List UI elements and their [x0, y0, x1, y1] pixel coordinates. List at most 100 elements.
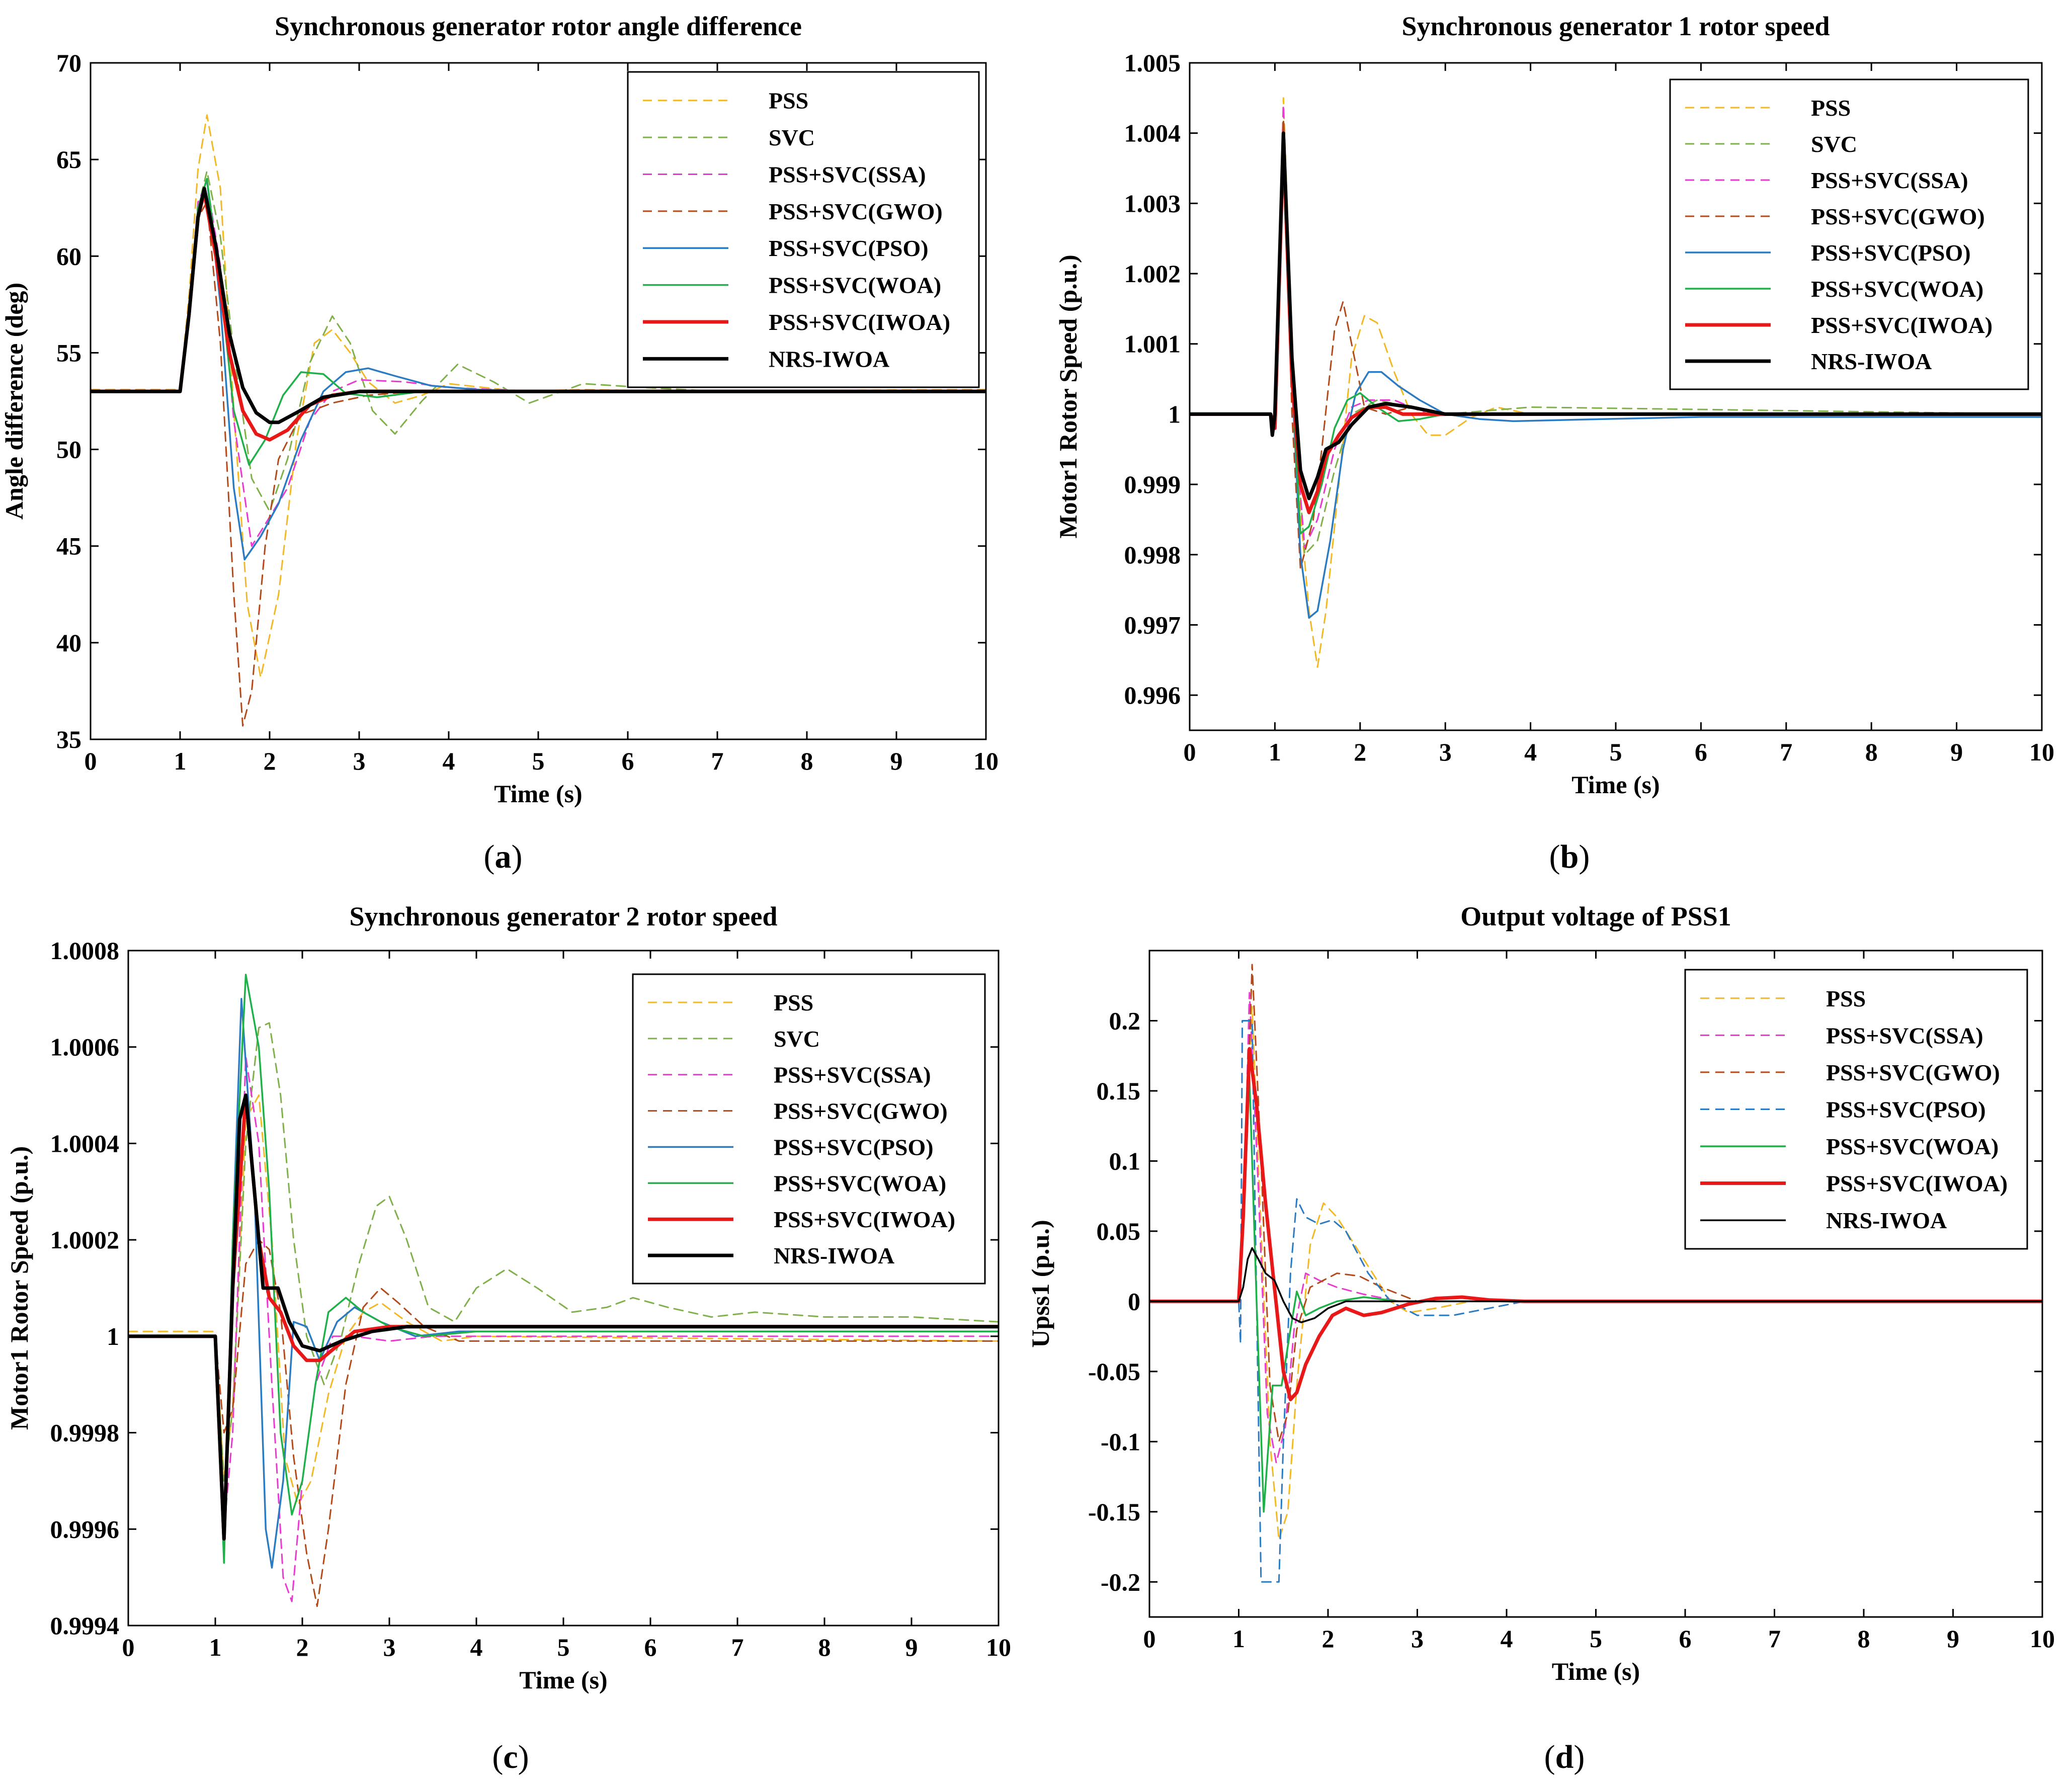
legend: PSS SVC PSS+SVC(SSA) PSS+SVC(GWO) PSS+SVC(PS…	[632, 973, 986, 1285]
x-tick-label: 7	[1768, 1625, 1781, 1653]
legend-label: PSS+SVC(SSA)	[1811, 167, 1968, 193]
y-tick-label: 0.9998	[50, 1419, 120, 1447]
y-tick-label: 1.0006	[50, 1033, 120, 1061]
chart-c: Synchronous generator 2 rotor speed 0 1 2 3 4…	[5, 901, 1011, 1775]
legend-label: PSS	[1811, 95, 1851, 121]
series-line-pss	[1149, 1006, 2042, 1541]
legend-label: PSS	[774, 990, 813, 1015]
legend-label: PSS+SVC(IWOA)	[769, 309, 950, 335]
x-tick-label: 8	[818, 1633, 831, 1661]
legend-label: PSS+SVC(PSO)	[1826, 1097, 1986, 1123]
series-line-nrs-iwoa	[1190, 131, 2042, 500]
x-tick-label: 6	[1679, 1625, 1692, 1653]
legend-label: PSS+SVC(GWO)	[774, 1098, 948, 1124]
y-tick-label: 1.004	[1124, 119, 1181, 147]
legend-label: PSS+SVC(IWOA)	[1811, 312, 1993, 338]
legend-box	[1669, 78, 2029, 390]
x-tick-label: 5	[1590, 1625, 1602, 1653]
legend-label: PSS+SVC(GWO)	[1826, 1060, 2000, 1085]
chart-a: Synchronous generator rotor angle differ…	[0, 11, 999, 875]
x-tick-label: 2	[1322, 1625, 1335, 1653]
y-tick-label: 0.05	[1097, 1217, 1141, 1245]
series-line-pss	[91, 114, 986, 678]
y-tick-label: 0.2	[1109, 1006, 1141, 1035]
x-tick-label: 9	[905, 1633, 918, 1661]
y-axis-label: Motor1 Rotor Speed (p.u.)	[5, 1146, 33, 1430]
y-axis-label: Upss1 (p.u.)	[1026, 1220, 1054, 1347]
legend-label: PSS+SVC(IWOA)	[1826, 1171, 2008, 1197]
legend-label: NRS-IWOA	[769, 346, 889, 372]
legend-label: PSS+SVC(WOA)	[1811, 276, 1983, 302]
legend-label: PSS+SVC(GWO)	[1811, 204, 1985, 229]
chart-b: Synchronous generator 1 rotor speed 0 1 2 3 4…	[1054, 11, 2054, 875]
x-axis-label: Time (s)	[519, 1666, 607, 1694]
series-lines	[91, 114, 986, 727]
legend-label: PSS+SVC(SSA)	[1826, 1023, 1983, 1048]
x-tick-label: 5	[557, 1633, 570, 1661]
x-tick-label: 7	[1780, 738, 1792, 766]
x-tick-label: 3	[353, 747, 366, 775]
x-tick-label: 4	[1501, 1625, 1513, 1653]
y-tick-label: 1.005	[1124, 49, 1181, 77]
x-tick-label: 4	[443, 747, 455, 775]
legend-label: PSS+SVC(WOA)	[774, 1170, 946, 1196]
y-tick-label: 65	[56, 145, 81, 174]
x-tick-label: 10	[973, 747, 999, 775]
x-tick-label: 2	[1354, 738, 1366, 766]
y-tick-label: 1.001	[1124, 330, 1181, 358]
legend-label: PSS+SVC(SSA)	[769, 161, 926, 187]
y-tick-label: 45	[56, 532, 81, 560]
y-tick-label: 55	[56, 338, 81, 367]
y-tick-label: -0.15	[1088, 1498, 1140, 1526]
series-line-svc	[1190, 118, 2042, 556]
panel-label: (d)	[1544, 1739, 1585, 1775]
legend-label: PSS+SVC(PSO)	[774, 1134, 934, 1160]
y-tick-label: 1.0008	[50, 936, 120, 965]
chart-d: Output voltage of PSS1 0 1 2 3 4 5 6 7 8 9 10 -0.2 -0…	[1026, 901, 2055, 1775]
y-axis-label: Motor1 Rotor Speed (p.u.)	[1054, 254, 1082, 538]
legend-label: PSS+SVC(PSO)	[1811, 240, 1971, 266]
y-tick-label: 1	[1168, 400, 1181, 428]
series-lines	[1149, 964, 2042, 1583]
x-tick-label: 6	[622, 747, 634, 775]
series-line-pss-svc-ssa	[128, 1056, 999, 1602]
y-tick-label: 1	[107, 1322, 119, 1350]
legend-label: PSS+SVC(IWOA)	[774, 1207, 955, 1232]
series-line-nrs-iwoa	[1149, 1247, 2042, 1323]
panel-label: (b)	[1549, 838, 1590, 875]
y-tick-label: -0.05	[1088, 1357, 1140, 1386]
x-tick-label: 4	[470, 1633, 483, 1661]
x-tick-label: 10	[986, 1633, 1011, 1661]
series-lines	[1190, 97, 2042, 668]
y-tick-label: 0.1	[1109, 1147, 1141, 1175]
legend: PSS PSS+SVC(SSA) PSS+SVC(GWO) PSS+SVC(PSO) P…	[1684, 969, 2028, 1250]
x-tick-label: 8	[1858, 1625, 1870, 1653]
legend-label: PSS	[769, 88, 808, 114]
y-tick-label: 40	[56, 629, 81, 657]
legend-label: PSS+SVC(SSA)	[774, 1062, 931, 1088]
x-tick-label: 1	[1232, 1625, 1245, 1653]
x-tick-label: 6	[644, 1633, 657, 1661]
y-tick-label: 1.003	[1124, 189, 1181, 217]
series-line-pss-svc-gwo	[128, 1239, 999, 1607]
series-line-nrs-iwoa	[128, 1093, 999, 1541]
x-tick-label: 3	[383, 1633, 396, 1661]
legend-label: NRS-IWOA	[1826, 1208, 1947, 1233]
series-line-svc	[91, 170, 986, 512]
x-tick-label: 9	[1950, 738, 1963, 766]
y-tick-label: 60	[56, 242, 81, 270]
legend: PSS SVC PSS+SVC(SSA) PSS+SVC(GWO) PSS+SVC(PS…	[627, 71, 980, 388]
y-tick-label: -0.2	[1101, 1568, 1140, 1596]
x-tick-label: 1	[174, 747, 187, 775]
y-tick-label: 0.15	[1097, 1077, 1141, 1105]
x-axis-label: Time (s)	[494, 780, 582, 808]
x-tick-label: 4	[1524, 738, 1537, 766]
legend-box	[627, 71, 980, 388]
legend-label: NRS-IWOA	[1811, 349, 1932, 374]
legend-label: PSS+SVC(GWO)	[769, 199, 943, 224]
legend-box	[1684, 969, 2028, 1250]
chart-title: Output voltage of PSS1	[1460, 901, 1731, 931]
series-line-pss-svc-ssa	[1190, 104, 2042, 549]
x-tick-label: 0	[1184, 738, 1196, 766]
